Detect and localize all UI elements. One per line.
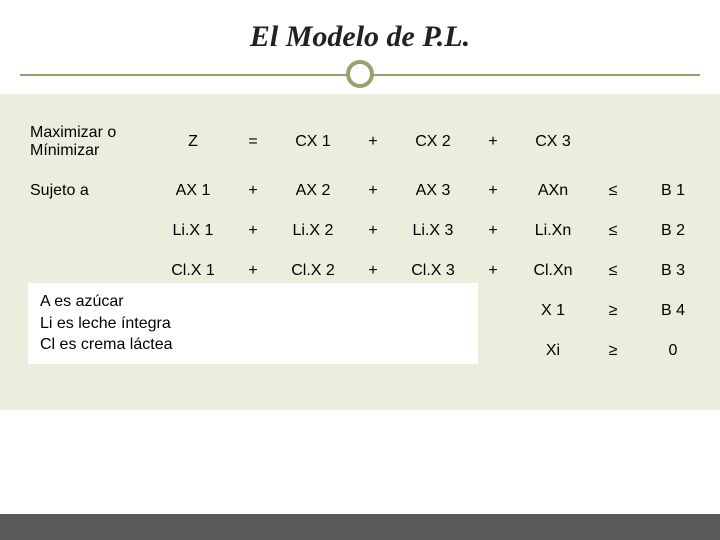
content-area: Maximizar o Mínimizar Z = CX 1 + CX 2 + … [0,94,720,410]
cell: AX 3 [406,182,460,200]
cell: B 1 [646,182,700,200]
legend-line: A es azúcar [40,291,466,313]
slide: El Modelo de P.L. Maximizar o Mínimizar … [0,0,720,540]
cell: ≥ [586,302,640,320]
legend-line: Cl es crema láctea [40,334,466,356]
cell: + [346,133,400,151]
cell: 0 [646,342,700,360]
page-title: El Modelo de P.L. [40,20,680,54]
cell: Cl.X 2 [286,262,340,280]
cell: Cl.X 1 [166,262,220,280]
header-area: El Modelo de P.L. [0,0,720,54]
cell: ≤ [586,222,640,240]
cell: ≥ [586,342,640,360]
cell: CX 1 [286,133,340,151]
cell: Li.Xn [526,222,580,240]
cell: CX 2 [406,133,460,151]
cell: B 4 [646,302,700,320]
cell: B 3 [646,262,700,280]
cell: + [226,182,280,200]
cell: AXn [526,182,580,200]
cell: Cl.X 3 [406,262,460,280]
cell: + [346,262,400,280]
cell: + [466,222,520,240]
legend-line: Li es leche íntegra [40,313,466,335]
cell: Xi [526,342,580,360]
cell: + [466,133,520,151]
cell: Li.X 2 [286,222,340,240]
cell: Z [166,133,220,151]
divider-circle-icon [346,60,374,88]
cell: Li.X 1 [166,222,220,240]
cell: + [226,222,280,240]
cell: + [466,182,520,200]
cell: B 2 [646,222,700,240]
cell: + [226,262,280,280]
cell: CX 3 [526,133,580,151]
cell: ≤ [586,182,640,200]
cell: Li.X 3 [406,222,460,240]
cell: + [346,222,400,240]
divider [0,54,720,94]
row-label: Sujeto a [20,182,160,200]
cell: + [466,262,520,280]
bottom-bar [0,514,720,540]
cell: + [346,182,400,200]
cell: AX 1 [166,182,220,200]
row-label: Maximizar o Mínimizar [20,124,160,160]
cell: AX 2 [286,182,340,200]
cell: ≤ [586,262,640,280]
cell: Cl.Xn [526,262,580,280]
cell: X 1 [526,302,580,320]
legend-box: A es azúcar Li es leche íntegra Cl es cr… [28,283,478,364]
cell: = [226,133,280,151]
